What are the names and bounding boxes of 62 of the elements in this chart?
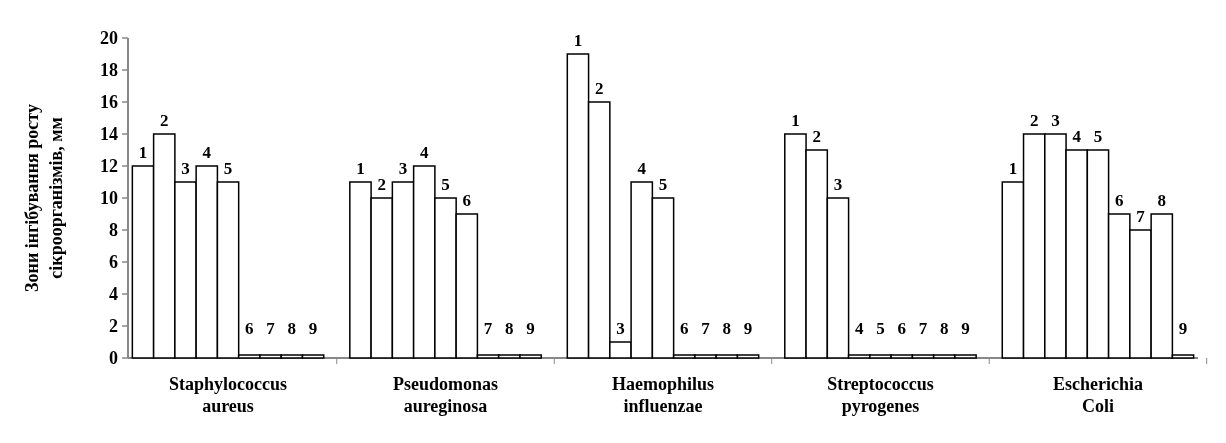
text: 6: [897, 319, 906, 338]
x-tick-label: Staphylococcus aureus: [169, 374, 288, 416]
text: 6: [1114, 191, 1124, 210]
text: 7: [266, 319, 275, 338]
text: 9: [743, 319, 753, 338]
text: 2: [377, 175, 386, 194]
y-tick-label: 8: [109, 220, 118, 241]
text: 7: [701, 319, 710, 338]
series-label: 5: [223, 159, 233, 178]
text: 1: [791, 111, 800, 130]
text: 6: [680, 319, 689, 338]
x-tick-label: Streptococcus pyrogenes: [827, 374, 934, 416]
text: 8: [505, 319, 514, 338]
series-label: 9: [308, 319, 318, 338]
text: 6: [245, 319, 254, 338]
text: 9: [1178, 319, 1188, 338]
text: 1: [1008, 159, 1018, 178]
y-tick-label: 0: [109, 348, 118, 369]
y-axis-title: Зони інгібування росту сікроорганізмів, мм: [22, 104, 66, 292]
text: 5: [441, 175, 450, 194]
text: 9: [961, 319, 970, 338]
y-tick-label: 10: [100, 188, 118, 209]
text: 3: [833, 175, 843, 194]
text: 3: [398, 159, 408, 178]
series-label: 2: [160, 111, 169, 130]
text: 7: [918, 319, 928, 338]
y-tick-label: 2: [109, 316, 118, 337]
text: 5: [1093, 127, 1103, 146]
text: 5: [658, 175, 668, 194]
y-tick-label: 16: [100, 92, 118, 113]
text: 1: [573, 31, 583, 50]
series-label: 6: [462, 191, 472, 210]
text: 1: [356, 159, 365, 178]
series-label: 4: [202, 143, 212, 162]
text: 8: [287, 319, 297, 338]
y-tick-label: 6: [109, 252, 118, 273]
text: 2: [812, 127, 821, 146]
y-tick-label: 18: [100, 60, 118, 81]
series-label: 1: [138, 143, 148, 162]
x-tick-label: Haemophilus influenzae: [611, 374, 715, 416]
y-tick-label: 20: [100, 28, 118, 49]
text: 4: [637, 159, 646, 178]
text: 4: [854, 319, 864, 338]
text: 2: [1029, 111, 1039, 130]
text: 3: [1051, 111, 1060, 130]
y-tick-label: 12: [100, 156, 118, 177]
text: 5: [876, 319, 885, 338]
text: 2: [594, 79, 604, 98]
text: 7: [483, 319, 493, 338]
series-label: 8: [1157, 191, 1166, 210]
text: 8: [722, 319, 732, 338]
x-tick-label: Escherichia Coli: [1052, 374, 1143, 416]
text: 9: [526, 319, 535, 338]
text: 4: [1072, 127, 1081, 146]
x-tick-label: Pseudomonas aureginosa: [393, 374, 499, 416]
text: 8: [940, 319, 949, 338]
series-label: 7: [1136, 207, 1146, 226]
text: 3: [616, 319, 625, 338]
text: 4: [420, 143, 429, 162]
y-tick-label: 14: [100, 124, 118, 145]
series-label: 3: [181, 159, 190, 178]
y-tick-label: 4: [109, 284, 118, 305]
